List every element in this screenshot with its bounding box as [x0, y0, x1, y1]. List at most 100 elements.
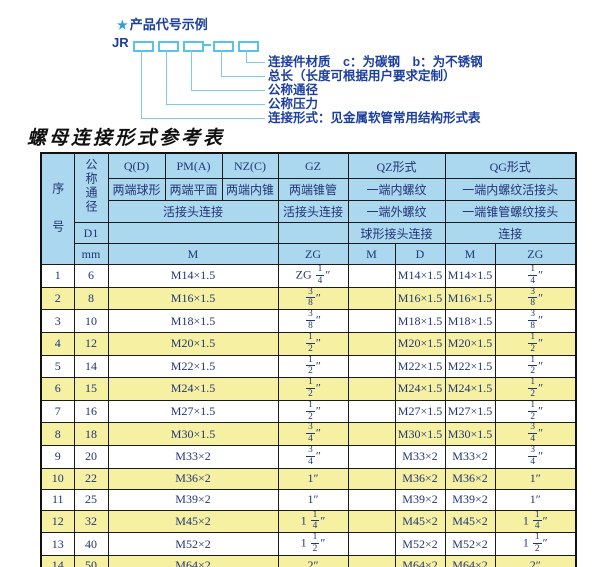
- cell-gz: ZG 1 4 ″: [277, 264, 349, 288]
- cell-qg_m: M14×1.5: [444, 264, 496, 288]
- table-row: 2 8 M16×1.5 3 8 ″ M16×1.5 M16×1.5 3 8 ″: [40, 286, 577, 311]
- header-row-5: mm M ZG M D M ZG: [41, 243, 577, 265]
- table-row: 6 15 M24×1.5 1 2 ″ M24×1.5 M24×1.5 1 2 ″: [40, 377, 577, 401]
- header-nz-desc: 两端内锥: [221, 178, 279, 201]
- cell-qz_m: [347, 354, 396, 379]
- cell-gz: 2″: [277, 554, 349, 567]
- header-d1: D1: [73, 222, 109, 244]
- callout-line: [166, 50, 167, 104]
- cell-qz_d: M14×1.5: [394, 264, 446, 288]
- cell-qg_zg: 1 2 ″: [494, 331, 577, 356]
- header-joint3: 活接头连接: [107, 200, 279, 223]
- cell-qg_m: M20×1.5: [444, 331, 496, 356]
- cell-m: M33×2: [107, 445, 279, 469]
- cell-gz: 1 2 ″: [277, 331, 349, 356]
- cell-qz_m: [347, 554, 396, 567]
- cell-qg_m: M30×1.5: [444, 422, 496, 446]
- cell-qz_m: [347, 399, 396, 424]
- cell-no: 7: [40, 399, 75, 424]
- cell-qz_m: [347, 309, 396, 333]
- cell-m: M22×1.5: [107, 354, 279, 379]
- cell-dn: 12: [73, 331, 109, 356]
- header-qg-zg: ZG: [494, 243, 577, 265]
- header-col-pm: PM(A): [164, 152, 223, 179]
- cell-m: M14×1.5: [107, 264, 279, 288]
- header-col-q: Q(D): [107, 152, 166, 179]
- nut-connection-table: 序号 公称通径 Q(D) PM(A) NZ(C) GZ QZ形式 QG形式 两端…: [40, 152, 577, 567]
- cell-qz_d: M36×2: [394, 467, 446, 490]
- cell-qg_zg: 1 2 ″: [494, 399, 577, 424]
- cell-qz_m: [347, 422, 396, 446]
- table-title: 螺母连接形式参考表: [27, 127, 226, 149]
- callout-conn-type: 连接形式：见金属软管常用结构形式表: [268, 111, 481, 125]
- cell-qz_d: M30×1.5: [394, 422, 446, 446]
- header-dn: 公称通径: [73, 152, 109, 223]
- cell-qg_m: M16×1.5: [444, 286, 496, 311]
- cell-no: 6: [40, 377, 75, 401]
- table-row: 11 25 M39×2 1″ M39×2 M39×2 1″: [40, 488, 577, 511]
- header-zg-gz: ZG: [277, 243, 349, 265]
- cell-gz: 3 8 ″: [277, 309, 349, 333]
- header-col-gz: GZ: [277, 152, 349, 179]
- table-row: 5 14 M22×1.5 1 2 ″ M22×1.5 M22×1.5 1 2 ″: [40, 354, 577, 379]
- header-gz-desc: 两端锥管: [277, 178, 349, 201]
- cell-qz_d: M20×1.5: [394, 331, 446, 356]
- header-m3: M: [107, 243, 279, 265]
- cell-m: M52×2: [107, 532, 279, 556]
- cell-m: M18×1.5: [107, 309, 279, 333]
- cell-qg_m: M36×2: [444, 467, 496, 490]
- cell-gz: 3 4 ″: [277, 445, 349, 469]
- cell-no: 5: [40, 354, 75, 379]
- cell-qz_m: [347, 509, 396, 534]
- header-row-1: 序号 公称通径 Q(D) PM(A) NZ(C) GZ QZ形式 QG形式: [40, 152, 577, 265]
- cell-qz_m: [347, 445, 396, 469]
- cell-gz: 1 2 ″: [277, 354, 349, 379]
- cell-qz_m: [347, 532, 396, 556]
- cell-qz_m: [347, 286, 396, 311]
- cell-no: 10: [40, 467, 75, 490]
- cell-gz: 3 8 ″: [277, 286, 349, 311]
- callout-length: 总长（长度可根据用户要求定制）: [268, 69, 456, 83]
- cell-dn: 10: [73, 309, 109, 333]
- cell-gz: 1″: [277, 488, 349, 511]
- cell-qg_m: M18×1.5: [444, 309, 496, 333]
- cell-m: M30×1.5: [107, 422, 279, 446]
- header-empty: [277, 222, 349, 244]
- star-icon: ★: [117, 18, 128, 32]
- cell-qg_m: M45×2: [444, 509, 496, 534]
- cell-gz: 1 2 ″: [277, 399, 349, 424]
- cell-m: M27×1.5: [107, 399, 279, 424]
- cell-qg_m: M24×1.5: [444, 377, 496, 401]
- table-row: 14 50 M64×2 2″ M64×2 M64×2 2″: [40, 554, 577, 567]
- table-row: 12 32 M45×2 1 1 4 ″ M45×2 M45×2 1 1 4 ″: [40, 509, 577, 534]
- cell-dn: 25: [73, 488, 109, 511]
- callout-line: [221, 50, 222, 76]
- cell-qg_zg: 1 4 ″: [494, 264, 577, 288]
- table-row: 8 18 M30×1.5 3 4 ″ M30×1.5 M30×1.5 3 4 ″: [40, 422, 577, 446]
- cell-no: 13: [40, 532, 75, 556]
- table-row: 3 10 M18×1.5 3 8 ″ M18×1.5 M18×1.5 3 8 ″: [40, 309, 577, 333]
- table-row: 10 22 M36×2 1″ M36×2 M36×2 1″: [40, 467, 577, 490]
- cell-qz_d: M18×1.5: [394, 309, 446, 333]
- callout-line: [141, 118, 265, 119]
- header-qz-m: M: [347, 243, 396, 265]
- cell-m: M36×2: [107, 467, 279, 490]
- callout-line: [221, 76, 265, 77]
- cell-qg_zg: 3 4 ″: [494, 445, 577, 469]
- cell-qg_zg: 3 4 ″: [494, 422, 577, 446]
- cell-qz_d: M45×2: [394, 509, 446, 534]
- header-col-qg: QG形式: [444, 152, 577, 179]
